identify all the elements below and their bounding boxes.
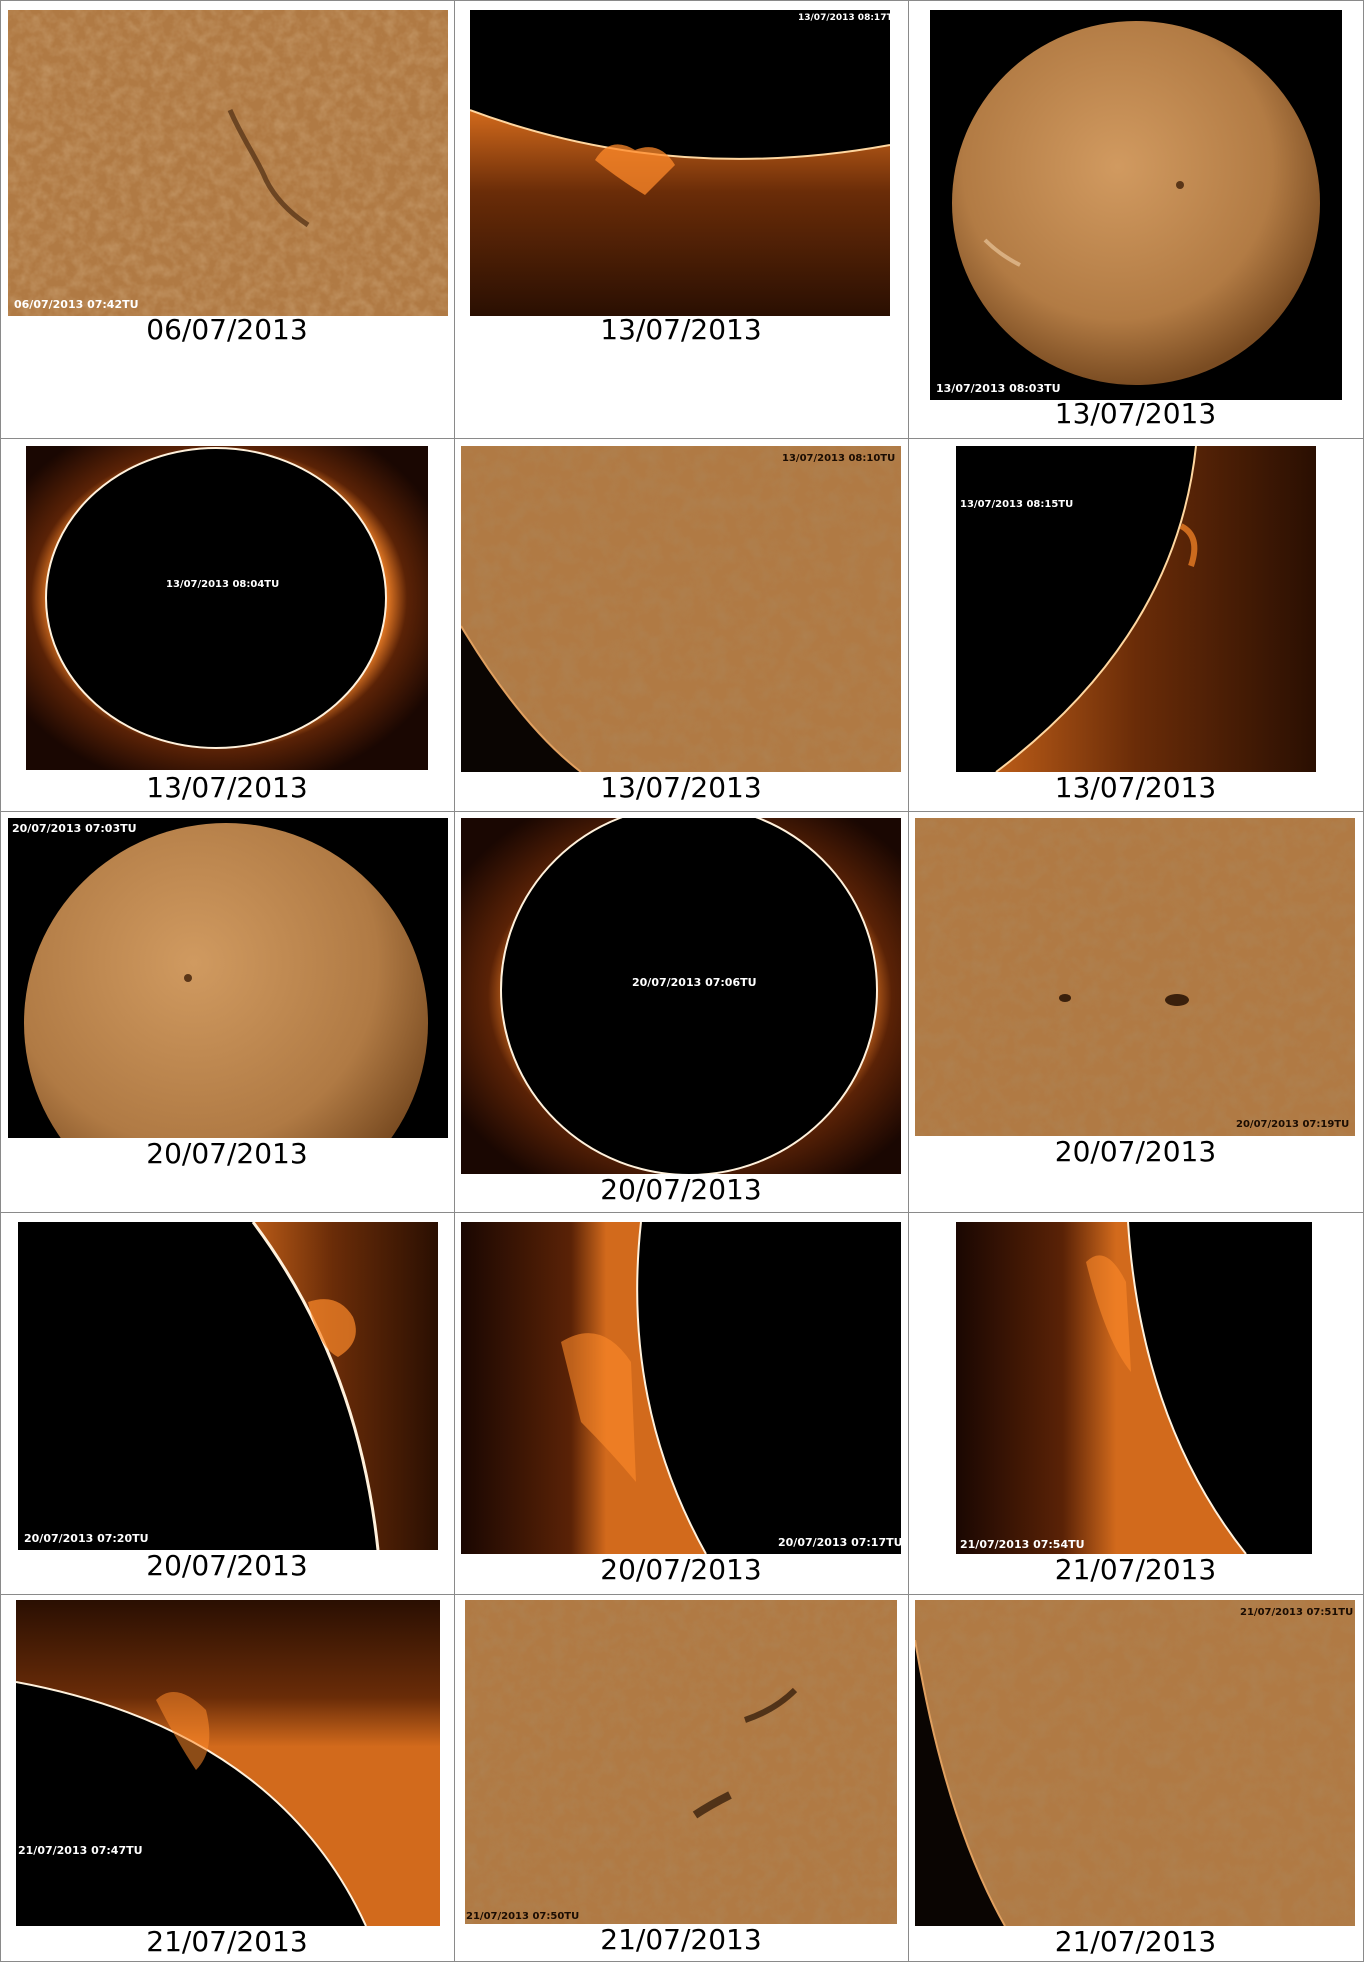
solar-photo-full-disk [930, 10, 1342, 400]
timestamp-label: 20/07/2013 07:17TU [778, 1536, 903, 1549]
timestamp-label: 21/07/2013 07:51TU [1240, 1607, 1354, 1618]
grid-line [0, 0, 1364, 1]
photo-caption: 06/07/2013 [146, 313, 308, 346]
grid-line [0, 0, 1, 1962]
solar-photo-limb-prominence [956, 1222, 1312, 1554]
solar-photo-surface-limb-left [461, 446, 901, 772]
solar-photo-occulted-disk [461, 818, 901, 1174]
grid-line [908, 0, 909, 1962]
photo-caption: 20/07/2013 [146, 1137, 308, 1170]
photo-caption: 13/07/2013 [1054, 397, 1217, 430]
photo-caption: 20/07/2013 [146, 1549, 308, 1582]
timestamp-label: 21/07/2013 07:47TU [18, 1844, 143, 1857]
timestamp-label: 13/07/2013 08:03TU [936, 382, 1061, 395]
timestamp-label: 13/07/2013 08:15TU [960, 499, 1074, 510]
grid-line [0, 1212, 1364, 1213]
photo-caption: 21/07/2013 [1054, 1925, 1217, 1958]
grid-line [1363, 0, 1364, 1962]
solar-photo-full-disk [8, 818, 448, 1138]
photo-caption: 21/07/2013 [600, 1923, 762, 1956]
timestamp-label: 20/07/2013 07:03TU [12, 822, 137, 835]
photo-caption: 20/07/2013 [600, 1173, 762, 1206]
grid-line [0, 811, 1364, 812]
timestamp-label: 13/07/2013 08:17TU [798, 13, 900, 23]
timestamp-label: 21/07/2013 07:54TU [960, 1538, 1085, 1551]
photo-caption: 13/07/2013 [1054, 771, 1217, 804]
timestamp-label: 06/07/2013 07:42TU [14, 298, 139, 311]
photo-caption: 21/07/2013 [1054, 1553, 1217, 1586]
solar-photo-limb-bottom [470, 10, 890, 316]
grid-line [454, 0, 455, 1962]
solar-photo-surface-limb-left [915, 1600, 1355, 1926]
photo-caption: 13/07/2013 [600, 313, 762, 346]
grid-line [0, 1594, 1364, 1595]
solar-photo-limb-right [956, 446, 1316, 772]
photo-caption: 13/07/2013 [600, 771, 762, 804]
solar-photo-surface-closeup [465, 1600, 897, 1924]
solar-photo-limb-prominence [461, 1222, 901, 1554]
timestamp-label: 21/07/2013 07:50TU [466, 1911, 580, 1922]
grid-line [0, 438, 1364, 439]
timestamp-label: 13/07/2013 08:04TU [166, 579, 280, 590]
solar-photo-limb-prominence [18, 1222, 438, 1550]
solar-photo-surface-closeup [915, 818, 1355, 1136]
timestamp-label: 20/07/2013 07:20TU [24, 1532, 149, 1545]
photo-caption: 21/07/2013 [146, 1925, 308, 1958]
timestamp-label: 13/07/2013 08:10TU [782, 453, 896, 464]
timestamp-label: 20/07/2013 07:06TU [632, 976, 757, 989]
solar-photo-limb-prominence [16, 1600, 440, 1926]
solar-photo-occulted-disk [26, 446, 428, 770]
photo-caption: 13/07/2013 [146, 771, 308, 804]
photo-caption: 20/07/2013 [600, 1553, 762, 1586]
timestamp-label: 20/07/2013 07:19TU [1236, 1119, 1350, 1130]
photo-caption: 20/07/2013 [1054, 1135, 1217, 1168]
solar-photo-surface-closeup [8, 10, 448, 316]
